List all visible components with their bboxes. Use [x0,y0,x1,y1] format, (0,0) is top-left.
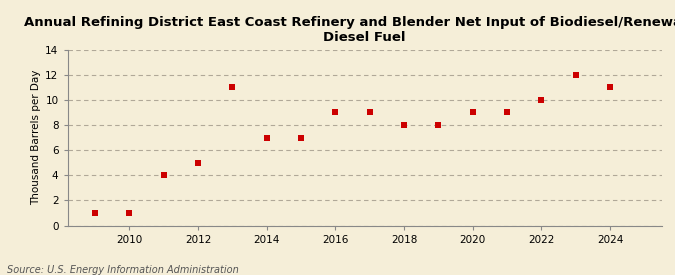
Point [90,211,101,215]
Y-axis label: Thousand Barrels per Day: Thousand Barrels per Day [31,70,41,205]
Point [227,85,238,89]
Point [605,85,616,89]
Point [192,160,203,165]
Point [158,173,169,177]
Point [261,135,272,140]
Point [502,110,512,115]
Point [398,123,409,127]
Point [330,110,341,115]
Point [536,98,547,102]
Point [124,211,135,215]
Point [467,110,478,115]
Point [570,72,581,77]
Title: Annual Refining District East Coast Refinery and Blender Net Input of Biodiesel/: Annual Refining District East Coast Refi… [24,16,675,44]
Point [364,110,375,115]
Point [433,123,443,127]
Point [296,135,306,140]
Text: Source: U.S. Energy Information Administration: Source: U.S. Energy Information Administ… [7,265,238,275]
